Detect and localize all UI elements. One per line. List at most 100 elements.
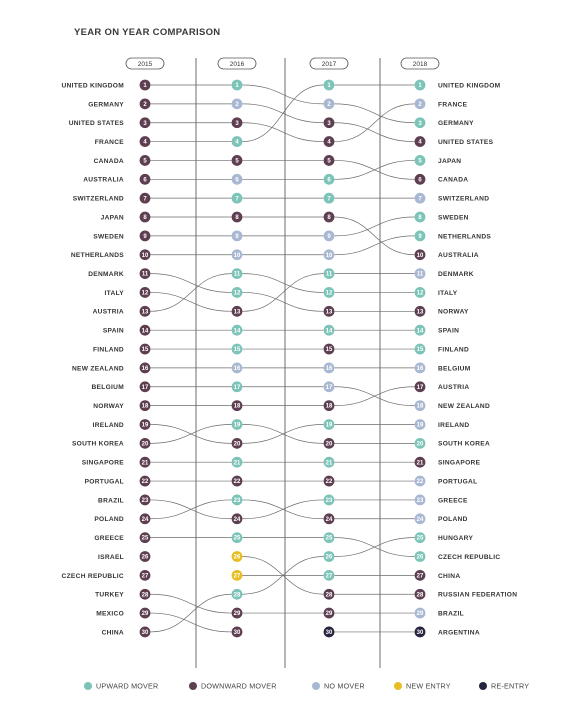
rank-number: 10 [234,253,241,259]
rank-number: 19 [234,423,241,429]
rank-link [150,593,232,633]
rank-dot [323,400,335,412]
rank-number: 26 [326,555,333,561]
country-label-2018: CANADA [438,177,468,184]
rank-dot [323,155,335,166]
legend-label: DOWNWARD MOVER [201,682,277,691]
rank-dot [231,494,243,506]
rank-number: 6 [418,177,422,183]
rank-number: 25 [234,536,241,542]
country-label-2015: SWEDEN [93,233,124,240]
rank-number: 3 [235,121,239,127]
rank-dot [139,532,151,544]
rank-number: 3 [327,121,331,127]
rank-dot [231,569,243,581]
rank-number: 23 [326,498,333,504]
rank-number: 8 [327,215,331,221]
rank-dot [414,607,426,619]
rank-number: 4 [235,140,239,146]
rank-number: 17 [417,385,424,391]
rank-number: 13 [326,309,333,315]
rank-number: 9 [327,234,331,240]
rank-link [242,84,324,105]
rank-dot [231,79,243,91]
rank-dot [139,136,151,147]
country-label-2018: SPAIN [438,328,459,335]
year-header-pill [309,57,349,70]
rank-link [150,593,232,614]
country-label-2018: DENMARK [438,271,474,278]
rank-number: 5 [327,159,331,165]
country-label-2015: DENMARK [88,271,124,278]
country-label-2015: BELGIUM [91,384,124,391]
country-label-2018: SWITZERLAND [438,196,489,203]
rank-dot [139,513,151,525]
rank-dot [231,173,243,185]
rank-number: 12 [326,291,333,297]
country-label-2018: NORWAY [438,309,469,316]
rank-link [150,273,232,312]
rank-number: 13 [417,309,424,315]
rank-dot [414,117,426,129]
rank-dot [414,551,426,562]
rank-number: 21 [142,460,149,466]
rank-number: 11 [326,272,333,278]
legend-swatch [189,682,197,690]
rank-number: 22 [326,479,333,485]
rank-dot [231,551,243,562]
rank-dot [139,607,151,619]
legend-swatch [479,682,487,690]
rank-number: 5 [235,159,239,165]
legend-label: NO MOVER [324,682,365,691]
rank-dot [414,192,426,204]
country-label-2015: GREECE [94,535,124,542]
rank-dot [414,475,426,487]
rank-dot [139,117,151,129]
rank-number: 3 [143,121,147,127]
rank-dot [414,98,426,110]
rank-dot [231,211,243,223]
rank-number: 28 [417,592,424,598]
rank-number: 5 [418,159,422,165]
rank-dot [231,419,243,430]
rank-link [242,84,324,142]
rank-number: 29 [234,611,241,617]
country-label-2018: BRAZIL [438,610,464,617]
rank-dot [323,249,335,261]
rank-dot [139,626,151,638]
rank-number: 26 [417,555,424,561]
rank-dot [414,343,426,355]
rank-dot [139,324,151,336]
rank-number: 25 [326,536,333,542]
rank-dot [323,588,335,600]
rank-link [334,103,415,124]
rank-dot [414,569,426,581]
rank-number: 16 [142,366,149,372]
rank-link [150,292,232,312]
legend-swatch [312,682,320,690]
country-label-2015: TURKEY [95,592,124,599]
rank-dot [414,155,426,166]
rank-number: 9 [418,234,422,240]
rank-dot [231,230,243,242]
rank-dot [139,362,151,374]
country-label-2015: FINLAND [93,346,124,353]
rank-dot [231,588,243,600]
country-label-2015: POLAND [94,516,124,523]
country-label-2018: FINLAND [438,346,469,353]
country-label-2018: UNITED KINGDOM [438,82,501,89]
year-header-pill [125,57,165,70]
rank-dot [139,98,151,110]
rank-number: 14 [142,328,149,334]
rank-dot [231,437,243,449]
rank-dot [139,173,151,185]
rank-number: 16 [234,366,241,372]
rank-dot [139,588,151,600]
rank-dot [139,419,151,430]
rank-number: 19 [326,423,333,429]
rank-number: 29 [142,611,149,617]
rank-dot [231,249,243,261]
rank-number: 10 [142,253,149,259]
rank-dot [323,475,335,487]
rank-dot [323,626,335,638]
